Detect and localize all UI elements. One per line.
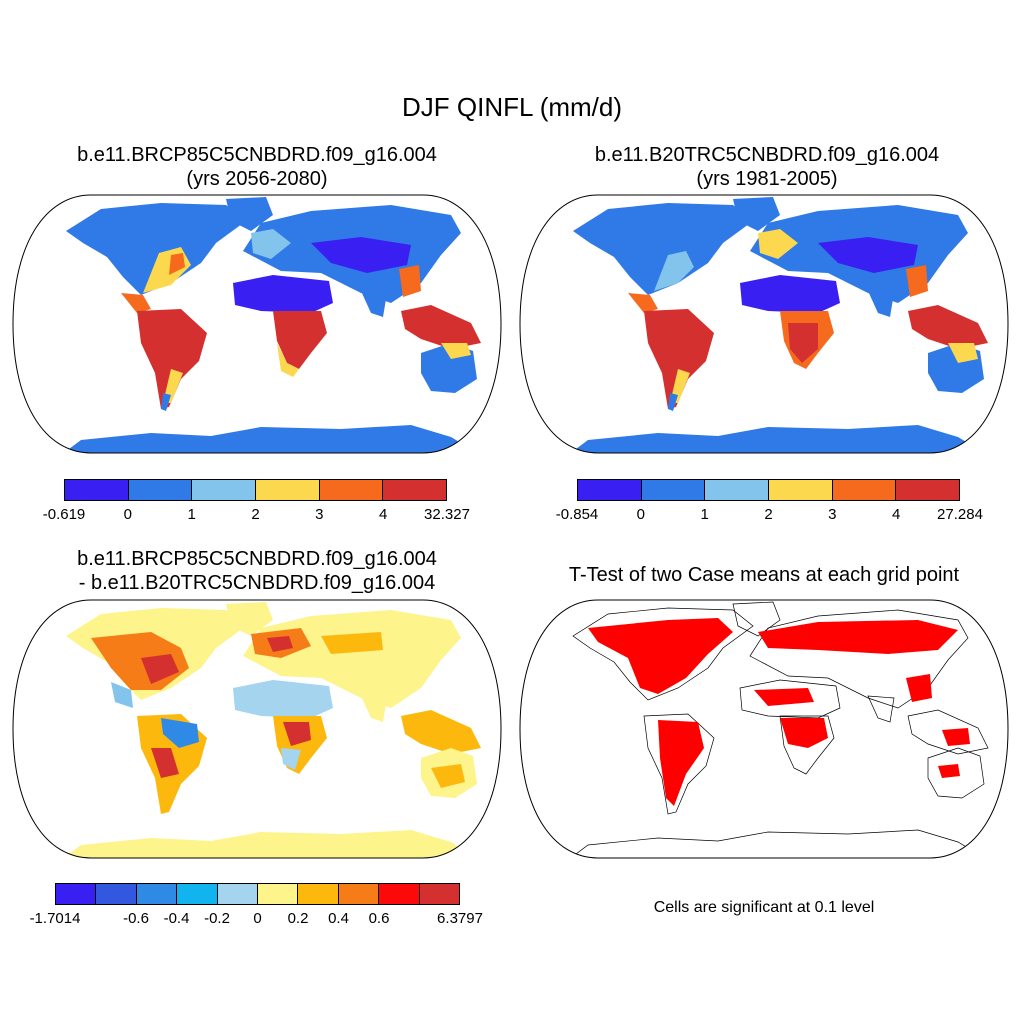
colorbar-tick-label: 0.6 [368, 910, 390, 927]
colorbar-tick-label: -1.7014 [29, 910, 81, 927]
panel-title-line2: - b.e11.B20TRC5CNBDRD.f09_g16.004 [78, 572, 436, 594]
colorbar-tick-label: 6.3797 [437, 910, 483, 927]
colorbar-swatch [128, 480, 193, 500]
colorbar-bottom-left [55, 883, 460, 905]
panel-title-bottom-left: b.e11.BRCP85C5CNBDRD.f09_g16.004 - b.e11… [22, 547, 492, 595]
map-boundary [519, 194, 1009, 454]
colorbar-tick-label: 0.4 [328, 910, 349, 927]
colorbar-tick-label: 1 [187, 506, 196, 523]
colorbar-swatch [769, 480, 833, 500]
colorbar-swatch [298, 884, 339, 904]
colorbar-tick-label: -0.854 [555, 506, 599, 523]
colorbar-tick-label: -0.619 [42, 506, 86, 523]
colorbar-tick-label: 2 [764, 506, 773, 523]
panel-title-bottom-right: T-Test of two Case means at each grid po… [568, 564, 960, 586]
panel-title-line2: (yrs 2056-2080) [186, 168, 328, 190]
colorbar-labels-top-right: -0.854 0 1 2 3 4 27.284 [556, 506, 983, 526]
map-panel-bottom-left [12, 599, 502, 859]
map-boundary [519, 599, 1009, 859]
colorbar-swatch [136, 884, 178, 904]
map-panel-top-left [12, 194, 502, 454]
colorbar-tick-label: 4 [891, 506, 901, 523]
panel-title-line2: (yrs 1981-2005) [696, 168, 838, 190]
colorbar-tick-label: -0.4 [163, 910, 190, 927]
colorbar-swatch [419, 884, 460, 904]
map-panel-bottom-right [519, 599, 1009, 859]
colorbar-tick-label: 2 [251, 506, 260, 523]
panel-title-line1: b.e11.BRCP85C5CNBDRD.f09_g16.004 [77, 144, 437, 166]
colorbar-swatch [383, 480, 447, 500]
colorbar-swatch [379, 884, 420, 904]
colorbar-swatch [177, 884, 218, 904]
colorbar-tick-label: 4 [378, 506, 388, 523]
land-fill [61, 197, 481, 453]
colorbar-tick-label: 0 [636, 506, 645, 523]
colorbar-swatch [705, 480, 770, 500]
colorbar-labels-top-left: -0.619 0 1 2 3 4 32.327 [43, 506, 470, 526]
panel-title-top-left: b.e11.BRCP85C5CNBDRD.f09_g16.004 (yrs 20… [22, 143, 492, 191]
colorbar-swatch [258, 884, 299, 904]
colorbar-tick-label: 3 [315, 506, 324, 523]
colorbar-swatch [217, 884, 259, 904]
colorbar-tick-label: 1 [700, 506, 709, 523]
colorbar-swatch [578, 480, 642, 500]
colorbar-tick-label: -0.2 [204, 910, 230, 927]
panel-title-top-right: b.e11.B20TRC5CNBDRD.f09_g16.004 (yrs 198… [532, 143, 1002, 191]
colorbar-tick-label: 0 [123, 506, 132, 523]
land-fill [568, 197, 988, 453]
colorbar-swatch [832, 480, 897, 500]
map-panel-top-right [519, 194, 1009, 454]
colorbar-tick-label: -0.6 [123, 910, 149, 927]
colorbar-swatch [896, 480, 960, 500]
panel-title-line1: b.e11.BRCP85C5CNBDRD.f09_g16.004 [77, 548, 437, 570]
colorbar-labels-bottom-left: -1.7014 -0.6 -0.4 -0.2 0 0.2 0.4 0.6 6.3797 [30, 910, 483, 930]
panel-title-line1: b.e11.B20TRC5CNBDRD.f09_g16.004 [594, 144, 940, 166]
colorbar-swatch [192, 480, 257, 500]
colorbar-swatch [319, 480, 384, 500]
significance-note: Cells are significant at 0.1 level [653, 899, 875, 916]
coastline-outline [567, 601, 989, 858]
colorbar-swatch [641, 480, 706, 500]
colorbar-tick-label: 3 [828, 506, 837, 523]
colorbar-swatch [96, 884, 137, 904]
colorbar-tick-label: 32.327 [424, 506, 470, 523]
colorbar-swatch [56, 884, 97, 904]
colorbar-swatch [256, 480, 320, 500]
colorbar-swatch [338, 884, 380, 904]
colorbar-top-right [577, 479, 960, 501]
colorbar-tick-label: 0 [253, 910, 262, 927]
land-fill [61, 602, 481, 858]
colorbar-tick-label: 27.284 [937, 506, 983, 523]
map-boundary [12, 599, 502, 859]
colorbar-top-left [64, 479, 447, 501]
colorbar-tick-label: 0.2 [287, 910, 309, 927]
figure-title: DJF QINFL (mm/d) [401, 92, 623, 122]
colorbar-swatch [65, 480, 129, 500]
map-boundary [12, 194, 502, 454]
significant-cells [588, 618, 970, 806]
